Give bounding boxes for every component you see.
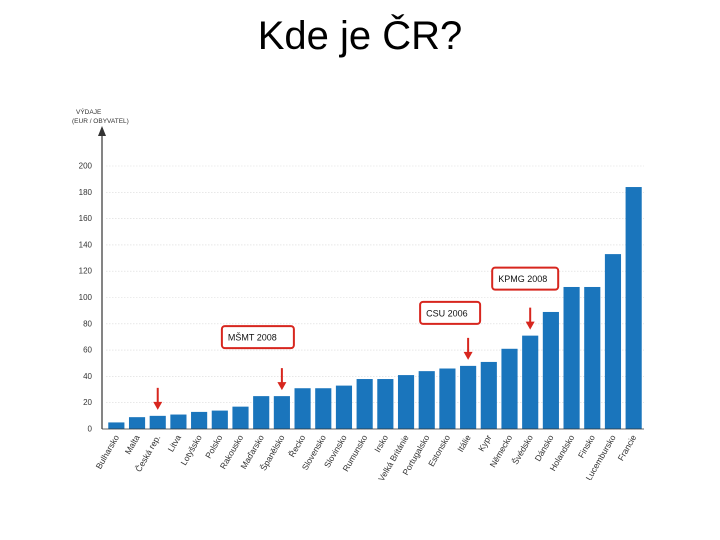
y-axis-label-line2: (EUR / OBYVATEL) [72,118,129,125]
callout-csu-2006-box [419,300,482,325]
bar-estonsko [439,368,456,429]
bar-rakousko [232,406,249,429]
bar-malta [128,417,146,429]
arrow-1-head [463,351,473,360]
arrow-2-head [525,321,535,330]
bar--v-dsko [522,335,539,429]
bar-finsko [584,286,601,429]
bar-lucembursko [604,254,622,429]
arrow-0-head [277,382,287,391]
bar--ecko [294,388,311,429]
x-tick-label: Bulharsko [94,433,122,471]
x-tick-label: Malta [123,433,142,456]
x-tick-label: Irsko [372,433,390,454]
bar-it-lie [460,365,477,429]
x-tick-label: Finsko [576,433,597,460]
y-tick-label: 140 [79,240,93,249]
bar-holandsko [563,286,580,429]
bar-n-mecko [501,348,518,429]
x-tick-label: Itálie [455,433,473,454]
y-axis-arrow [98,126,106,136]
x-tick-label: Litva [166,433,184,454]
bar-bulharsko [108,422,125,429]
bar-ma-arsko [253,396,270,429]
arrow-cesko-head [153,401,163,410]
bar-chart: 0 20 40 60 80 100 120 140 160 180 200 VÝDAJE (EUR / … [60,100,660,483]
slide-title: Kde je ČR? [257,14,463,58]
callout-csu-2006-label: CSU 2006 [426,308,468,318]
callout-m-mt-2008-box [220,325,295,350]
y-tick-label: 80 [83,319,92,328]
y-tick-label: 180 [79,188,93,197]
x-tick-label: Polsko [203,433,225,460]
bar-slovensko [315,388,332,429]
bar-irsko [377,379,394,429]
y-tick-label: 100 [79,293,93,302]
bar-d-nsko [542,311,559,429]
bar--esk-rep- [149,415,166,429]
y-tick-label: 160 [79,214,93,223]
bar-velk-brit-nie [397,375,415,429]
bar-loty-sko [191,411,208,429]
bar-kypr [480,361,497,429]
callout-kpmg-2008-box [491,266,560,291]
x-tick-label: Francie [616,433,639,463]
bar-portugalsko [418,371,435,429]
callout-m-mt-2008-label: MŠMT 2008 [228,333,277,343]
x-tick-label: Řecko [287,433,308,459]
bar-rumunsko [356,379,373,429]
y-tick-label: 120 [79,267,93,276]
callout-kpmg-2008-label: KPMG 2008 [498,274,547,284]
bar-francie [625,187,642,429]
y-tick-label: 40 [83,372,92,381]
chart-svg: 0 20 40 60 80 100 120 140 160 180 200 VÝDAJE (EUR / … [72,107,644,483]
y-tick-label: 60 [83,346,92,355]
bar-polsko [211,410,228,429]
bar-slovinsko [335,385,353,429]
bar-litva [170,414,187,429]
y-tick-label: 200 [79,162,93,171]
x-tick-label: Kypr [476,433,493,453]
y-axis-label-line1: VÝDAJE [76,107,102,116]
y-tick-label: 0 [88,425,93,434]
bar--pan-lsko [273,396,290,429]
y-tick-label: 20 [83,398,92,407]
